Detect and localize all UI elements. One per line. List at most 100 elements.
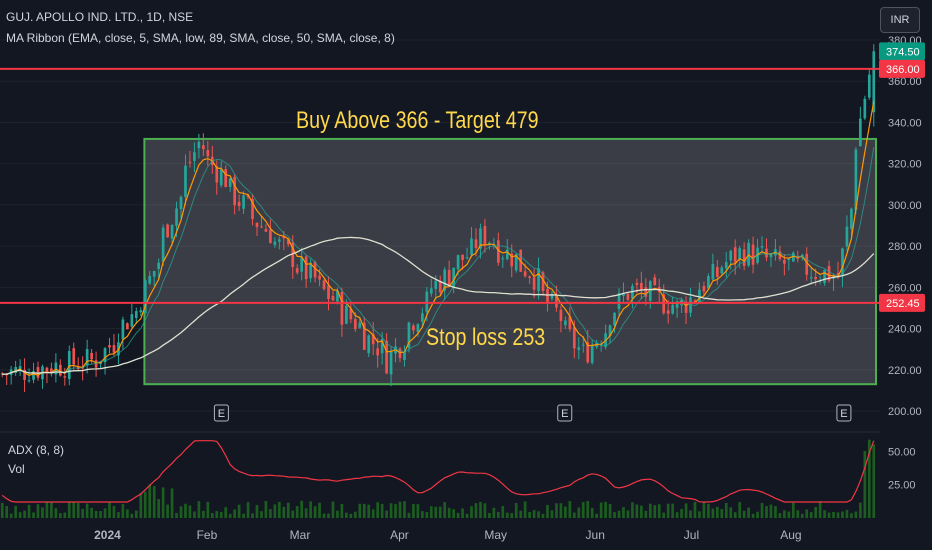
ema-5-line xyxy=(2,101,875,376)
earnings-marker[interactable] xyxy=(213,404,229,422)
candle-body xyxy=(14,367,17,373)
candle-body xyxy=(269,229,272,244)
price-tick-label: 280.00 xyxy=(888,241,922,253)
volume-bar xyxy=(210,513,214,518)
ma-ribbon-lines xyxy=(2,101,875,376)
indicator-legend[interactable]: MA Ribbon (EMA, close, 5, SMA, low, 89, … xyxy=(6,31,395,45)
volume-bar xyxy=(599,502,603,518)
volume-bar xyxy=(523,501,527,518)
candle-body xyxy=(474,239,478,248)
earnings-marker[interactable] xyxy=(836,404,852,422)
candle-body xyxy=(251,199,254,220)
candle-body xyxy=(684,301,688,313)
currency-button[interactable]: INR xyxy=(880,7,920,33)
volume-bar xyxy=(644,510,648,518)
candle-body xyxy=(702,285,706,292)
candle-body xyxy=(130,314,134,327)
chart-title: GUJ. APOLLO IND. LTD., 1D, NSE xyxy=(6,10,194,24)
candle-body xyxy=(537,268,540,292)
volume-bar xyxy=(251,513,254,518)
candle-body xyxy=(148,275,152,284)
volume-bar xyxy=(698,511,701,518)
volume-bar xyxy=(434,506,438,518)
candle-body xyxy=(528,276,531,278)
volume-bar xyxy=(720,509,724,518)
volume-bar xyxy=(528,511,531,518)
candle-body xyxy=(389,350,393,375)
volume-bar xyxy=(219,511,223,518)
volume-bar xyxy=(188,505,192,518)
volume-bar xyxy=(295,506,299,518)
price-tag-label: 374.50 xyxy=(886,46,920,58)
adx-tick-label: 50.00 xyxy=(888,446,916,458)
volume-bar xyxy=(859,502,862,518)
volume-bar xyxy=(380,504,384,518)
candle-body xyxy=(380,339,384,354)
volume-bar xyxy=(608,503,612,518)
candle-body xyxy=(112,345,116,353)
volume-bar xyxy=(640,505,643,518)
candle-body xyxy=(720,267,724,274)
candle-body xyxy=(707,276,710,289)
volume-bar xyxy=(729,507,733,518)
candle-body xyxy=(139,310,143,313)
candle-body xyxy=(711,263,715,280)
candle-body xyxy=(572,327,576,349)
volume-bar xyxy=(443,502,447,518)
volume-bar xyxy=(72,502,76,518)
candle-body xyxy=(564,320,567,326)
price-axis[interactable]: 380.00360.00340.00320.00300.00280.00260.… xyxy=(879,35,925,492)
candle-body xyxy=(666,310,670,314)
volume-bar xyxy=(376,502,380,518)
candle-body xyxy=(36,367,40,378)
candle-body xyxy=(90,352,93,360)
volume-bar xyxy=(193,511,196,518)
time-tick-label: Aug xyxy=(780,528,801,542)
adx-series xyxy=(1,440,875,503)
volume-bar xyxy=(447,507,451,518)
volume-bar xyxy=(532,510,536,518)
volume-bar xyxy=(63,512,67,518)
volume-bar xyxy=(58,513,62,518)
volume-bar xyxy=(559,503,563,518)
volume-bar xyxy=(818,501,822,518)
volume-bar xyxy=(546,504,549,518)
volume-bar xyxy=(349,513,353,518)
candle-body xyxy=(693,300,697,302)
volume-bar xyxy=(358,503,362,518)
candle-body xyxy=(823,269,826,284)
candle-body xyxy=(58,364,62,376)
candle-body xyxy=(635,282,639,286)
volume-bar xyxy=(103,508,107,518)
candle-body xyxy=(747,242,750,266)
candle-body xyxy=(32,371,35,380)
volume-bar xyxy=(510,513,514,518)
volume-bar xyxy=(260,511,263,518)
candle-body xyxy=(559,309,563,321)
candle-body xyxy=(309,262,312,279)
volume-bar xyxy=(724,502,728,518)
volume-bar xyxy=(555,503,558,518)
candle-body xyxy=(555,295,558,308)
candle-body xyxy=(23,369,26,380)
candle-body xyxy=(166,224,169,238)
volume-bar xyxy=(836,512,840,518)
volume-bar xyxy=(823,510,826,518)
volume-bar xyxy=(353,511,357,518)
volume-bar xyxy=(282,506,286,518)
time-tick-label: Jul xyxy=(684,528,699,542)
volume-bar xyxy=(622,507,625,518)
volume-bar xyxy=(617,510,621,518)
candle-body xyxy=(134,311,138,318)
candle-body xyxy=(313,262,317,278)
time-axis[interactable]: 2024 Feb Mar Apr May Jun Jul Aug xyxy=(94,528,802,542)
volume-bar xyxy=(800,513,804,518)
candle-body xyxy=(787,258,791,261)
volume-bar xyxy=(733,512,737,518)
volume-legend[interactable]: Vol xyxy=(8,462,25,476)
volume-bar xyxy=(170,488,174,518)
adx-legend[interactable]: ADX (8, 8) xyxy=(8,443,65,457)
earnings-marker[interactable] xyxy=(557,404,573,422)
